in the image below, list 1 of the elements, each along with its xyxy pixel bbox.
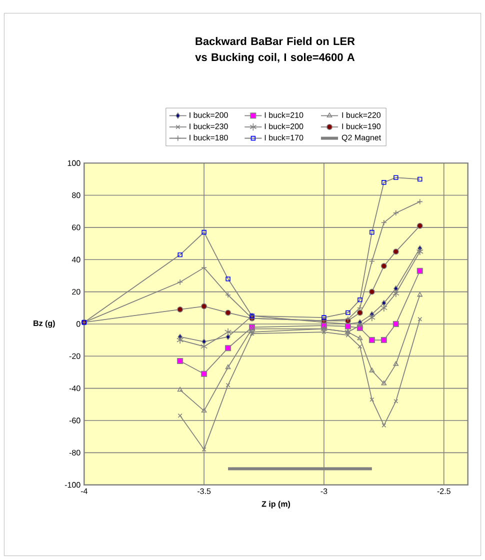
chart-title: Backward BaBar Field on LER vs Bucking coil, I sole=4600 A: [195, 37, 355, 64]
